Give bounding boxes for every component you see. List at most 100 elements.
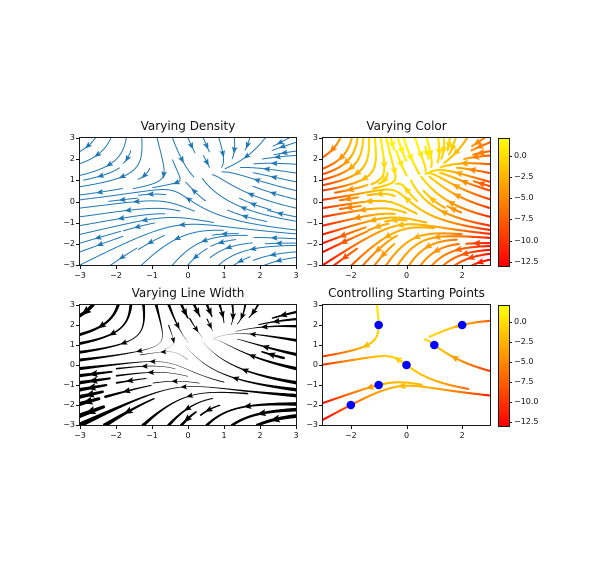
y-tick-label: −1 [63, 217, 75, 227]
x-tick [152, 426, 153, 429]
y-tick-label: −2 [63, 238, 75, 248]
x-tick-label: 2 [459, 271, 465, 280]
y-tick [319, 405, 322, 406]
colorbar-tick-label: −7.5 [514, 377, 534, 386]
x-tick-label: −2 [110, 271, 122, 280]
y-tick [76, 243, 79, 245]
y-tick [319, 365, 322, 366]
x-tick-label: −1 [146, 271, 158, 280]
y-tick [76, 265, 79, 266]
x-tick-label: 0 [403, 431, 410, 440]
colorbar-tick [509, 261, 512, 263]
streamplot-canvas [80, 305, 296, 425]
y-tick-label: −1 [306, 217, 318, 227]
y-tick-label: 3 [312, 133, 318, 142]
colorbar-tick [509, 219, 512, 221]
y-tick-label: −3 [306, 420, 318, 429]
x-tick-label: −3 [74, 271, 86, 280]
plot-area [79, 137, 297, 266]
streamplot-canvas [323, 138, 490, 265]
x-tick-label: 2 [257, 431, 263, 440]
colorbar-tick [509, 402, 512, 403]
y-tick [76, 159, 79, 161]
colorbar-tick [509, 422, 512, 423]
y-tick-label: 0 [69, 196, 75, 206]
colorbar: 0.0 −2.5 −5.0 −7.5 −10.0 −12.5 [498, 305, 539, 427]
y-tick [76, 385, 79, 386]
colorbar-tick-label: −5.0 [514, 357, 534, 366]
x-tick [296, 266, 297, 269]
panel-title: Controlling Starting Points [328, 286, 485, 300]
y-tick [319, 222, 322, 224]
x-tick [188, 426, 189, 429]
x-tick-label: 0 [185, 431, 191, 440]
x-tick-label: −1 [146, 431, 158, 440]
colorbar-tick-label: 0.0 [514, 150, 527, 160]
y-tick [76, 201, 79, 203]
colorbar-tick [509, 322, 512, 323]
plot-area [79, 304, 297, 426]
y-tick [76, 222, 79, 224]
y-tick-label: −3 [63, 420, 75, 429]
y-tick-label: −3 [63, 260, 75, 269]
x-tick [406, 266, 408, 269]
y-tick [319, 180, 322, 182]
colorbar-tick-label: 0.0 [514, 317, 527, 326]
colorbar-tick-label: −10.0 [514, 397, 539, 406]
y-tick [76, 305, 79, 306]
y-tick-label: 0 [69, 360, 75, 369]
plot-area [322, 304, 491, 426]
x-tick-label: 3 [293, 271, 299, 280]
x-tick [224, 266, 225, 269]
y-tick [319, 243, 322, 245]
y-tick [76, 405, 79, 406]
streamplot-canvas [323, 305, 490, 425]
colorbar-tick-label: −10.0 [514, 235, 539, 245]
panel-title: Varying Density [140, 119, 236, 133]
y-tick [76, 425, 79, 426]
y-tick [76, 180, 79, 182]
y-tick-label: −1 [63, 380, 75, 389]
colorbar-tick-label: −12.5 [514, 256, 539, 266]
y-tick-label: 2 [69, 320, 75, 329]
y-tick [319, 425, 322, 426]
colorbar-tick [509, 155, 512, 157]
panel-varying-color: Varying Color −2 0 2 3 2 1 0 −1 −2 −3 0.0 −2.5 −5.0 −… [306, 120, 538, 281]
x-tick-label: 3 [293, 431, 299, 440]
colorbar-tick-label: −7.5 [514, 214, 534, 224]
x-tick-label: −3 [74, 431, 86, 440]
y-tick [319, 325, 322, 326]
y-tick-label: 2 [69, 154, 75, 164]
y-tick-label: 3 [69, 133, 75, 142]
y-tick [319, 305, 322, 306]
x-tick-label: 1 [221, 271, 227, 280]
colorbar-tick [509, 240, 512, 242]
y-tick [319, 201, 322, 203]
y-tick-label: −1 [306, 380, 318, 389]
y-tick [76, 345, 79, 346]
y-tick [76, 365, 79, 366]
x-tick [350, 266, 352, 269]
panel-varying-line-width: Varying Line Width −3 −2 −1 0 1 2 3 3 2 1 0 −1 −2 −3 [63, 287, 298, 441]
colorbar-tick-label: −5.0 [514, 193, 534, 203]
x-tick [224, 426, 225, 429]
colorbar-tick [509, 342, 512, 343]
colorbar-tick-label: −2.5 [514, 172, 534, 182]
x-tick-label: −2 [110, 431, 122, 440]
x-tick-label: 2 [459, 431, 465, 440]
x-tick [116, 426, 117, 429]
colorbar-tick-label: −12.5 [514, 417, 539, 426]
y-tick-label: 1 [69, 175, 75, 185]
y-tick-label: −2 [63, 400, 75, 409]
y-tick [76, 138, 79, 139]
y-tick-label: 1 [312, 340, 318, 349]
y-tick [319, 345, 322, 346]
y-tick [319, 159, 322, 161]
panel-controlling-starting-points: Controlling Starting Points −2 0 2 3 2 1 0 −1 −2… [306, 287, 538, 441]
colorbar-tick-label: −2.5 [514, 337, 534, 346]
x-tick [80, 426, 81, 429]
x-tick [296, 426, 297, 429]
x-tick [260, 266, 261, 269]
y-tick [319, 385, 322, 386]
